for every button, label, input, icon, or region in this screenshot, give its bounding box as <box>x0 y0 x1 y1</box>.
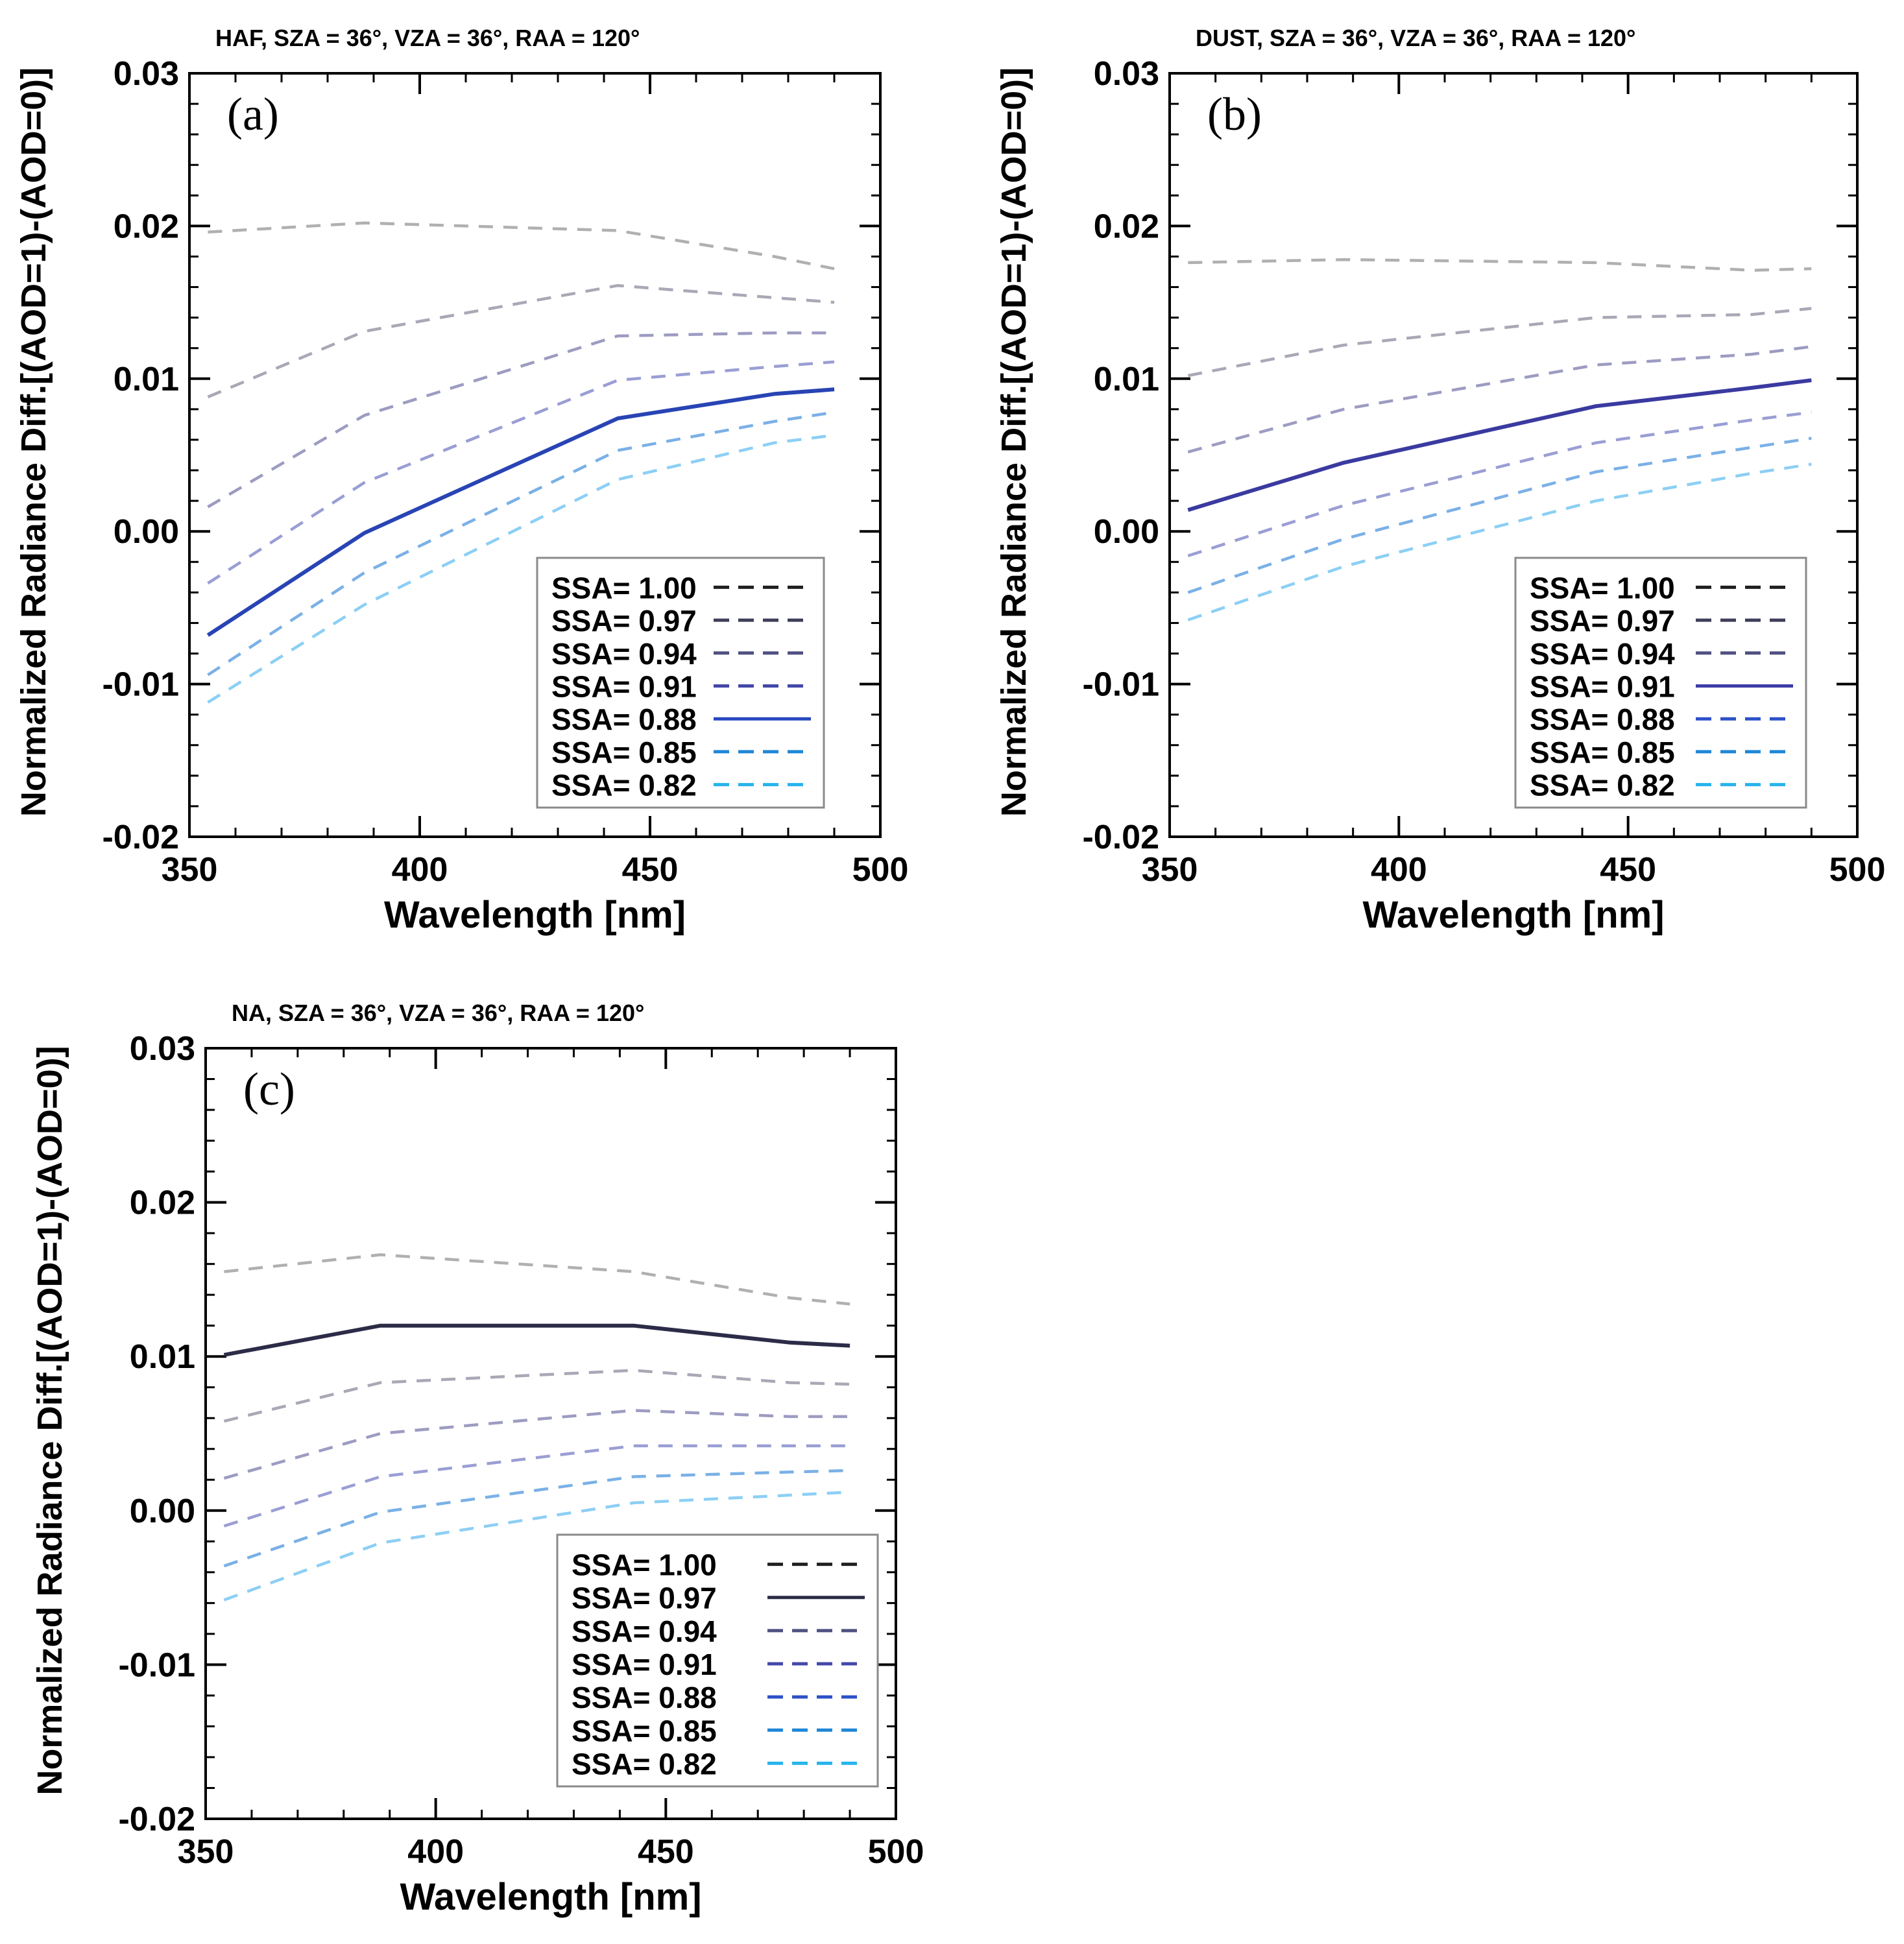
plot-frame <box>1168 72 1859 838</box>
x-axis-title: Wavelength [nm] <box>400 1876 701 1918</box>
legend-entry-label: SSA= 0.85 <box>551 736 697 769</box>
series-line-0 <box>224 1253 850 1306</box>
legend-entry-label: SSA= 0.88 <box>551 702 697 736</box>
series-line-2 <box>223 1369 850 1423</box>
series-line-0 <box>1188 258 1812 272</box>
legend-entry-label: SSA= 0.94 <box>572 1614 717 1648</box>
x-tick-label: 450 <box>622 851 679 889</box>
y-tick-label: 0.00 <box>130 1493 195 1530</box>
chart-panel-c: NA, SZA = 36°, VZA = 36°, RAA = 120° 350 4… <box>30 1000 924 1918</box>
legend-entry-label: SSA= 0.82 <box>572 1747 717 1781</box>
legend-box <box>536 557 825 809</box>
legend-entry-label: SSA= 0.94 <box>551 637 697 671</box>
legend-entry-label: SSA= 0.97 <box>572 1581 717 1615</box>
chart-title: DUST, SZA = 36°, VZA = 36°, RAA = 120° <box>1196 25 1635 51</box>
y-tick-label: -0.01 <box>102 666 179 704</box>
legend-entry-label: SSA= 0.85 <box>1530 736 1675 769</box>
legend-entry-label: SSA= 0.88 <box>1530 702 1675 736</box>
y-tick-label: -0.01 <box>118 1646 195 1684</box>
x-tick-label: 400 <box>392 851 448 889</box>
plot-frame <box>204 1047 897 1820</box>
series-line-5 <box>207 411 835 677</box>
legend-box <box>1514 557 1807 809</box>
x-tick-label: 450 <box>1600 851 1656 889</box>
legend-box <box>556 1533 879 1788</box>
x-tick-label: 450 <box>638 1833 694 1871</box>
y-tick-label: 0.02 <box>114 208 179 245</box>
y-tick-label: 0.03 <box>114 55 179 93</box>
legend-entry-label: SSA= 0.91 <box>1530 670 1675 704</box>
y-tick-label: -0.02 <box>102 819 179 856</box>
y-tick-label: 0.00 <box>114 513 179 551</box>
legend-entry-label: SSA= 0.97 <box>551 604 697 638</box>
chart-panel-a: HAF, SZA = 36°, VZA = 36°, RAA = 120° 350… <box>14 25 908 936</box>
series-line-4 <box>206 387 835 637</box>
y-tick-label: 0.02 <box>1094 208 1159 245</box>
y-tick-label: 0.01 <box>130 1338 195 1376</box>
legend-entry-label: SSA= 0.82 <box>1530 769 1675 802</box>
plot-frame <box>188 72 882 838</box>
legend-entry-label: SSA= 0.91 <box>551 670 697 704</box>
legend-entry-label: SSA= 1.00 <box>551 571 697 605</box>
x-axis-title: Wavelength [nm] <box>1362 894 1664 936</box>
y-tick-label: -0.02 <box>1082 819 1159 856</box>
series-line-0 <box>208 221 835 270</box>
y-tick-label: 0.01 <box>1094 361 1159 398</box>
legend-entry-label: SSA= 0.97 <box>1530 604 1675 638</box>
series-line-4 <box>223 1444 850 1528</box>
series-line-6 <box>207 433 835 704</box>
x-tick-label: 350 <box>178 1833 234 1871</box>
y-tick-label: -0.02 <box>118 1801 195 1838</box>
panel-label: (b) <box>1207 88 1262 140</box>
series-line-4 <box>1187 411 1812 558</box>
series-line-6 <box>1187 462 1812 621</box>
series-line-6 <box>223 1491 850 1602</box>
x-tick-label: 400 <box>1371 851 1427 889</box>
series-line-3 <box>1187 378 1812 512</box>
y-tick-label: -0.01 <box>1082 666 1159 704</box>
x-tick-label: 350 <box>162 851 218 889</box>
y-tick-label: 0.03 <box>130 1030 195 1068</box>
x-axis-title: Wavelength [nm] <box>384 894 686 936</box>
y-tick-label: 0.00 <box>1094 513 1159 551</box>
x-tick-label: 500 <box>1829 851 1886 889</box>
y-tick-label: 0.03 <box>1094 55 1159 93</box>
legend-entry-label: SSA= 0.94 <box>1530 637 1675 671</box>
x-tick-label: 500 <box>868 1833 924 1871</box>
series-line-1 <box>223 1323 850 1357</box>
panel-label: (c) <box>243 1063 295 1115</box>
y-axis-title: Normalized Radiance Diff.[(AOD=1)-(AOD=0… <box>30 1046 69 1795</box>
x-tick-label: 400 <box>407 1833 464 1871</box>
series-line-3 <box>207 360 835 585</box>
legend-entry-label: SSA= 0.88 <box>572 1681 717 1714</box>
series-line-3 <box>223 1409 850 1480</box>
series-line-2 <box>207 331 834 509</box>
series-line-5 <box>223 1469 850 1568</box>
legend-entry-label: SSA= 0.85 <box>572 1714 717 1747</box>
y-tick-label: 0.02 <box>130 1184 195 1222</box>
x-tick-label: 350 <box>1142 851 1198 889</box>
y-axis-title: Normalized Radiance Diff.[(AOD=1)-(AOD=0… <box>994 67 1033 817</box>
series-line-1 <box>1187 307 1812 378</box>
y-tick-label: 0.01 <box>114 361 179 398</box>
legend-entry-label: SSA= 0.82 <box>551 769 697 802</box>
legend-entry-label: SSA= 1.00 <box>1530 571 1675 605</box>
y-axis-title: Normalized Radiance Diff.[(AOD=1)-(AOD=0… <box>14 67 53 817</box>
chart-title: NA, SZA = 36°, VZA = 36°, RAA = 120° <box>232 1000 644 1026</box>
x-tick-label: 500 <box>852 851 909 889</box>
legend-entry-label: SSA= 0.91 <box>572 1648 717 1681</box>
chart-title: HAF, SZA = 36°, VZA = 36°, RAA = 120° <box>215 25 640 51</box>
legend-entry-label: SSA= 1.00 <box>572 1548 717 1582</box>
panel-label: (a) <box>227 88 279 140</box>
series-line-2 <box>1187 345 1812 453</box>
series-line-1 <box>207 283 835 399</box>
series-line-5 <box>1187 437 1812 594</box>
chart-panel-b: DUST, SZA = 36°, VZA = 36°, RAA = 120° 35… <box>994 25 1885 936</box>
